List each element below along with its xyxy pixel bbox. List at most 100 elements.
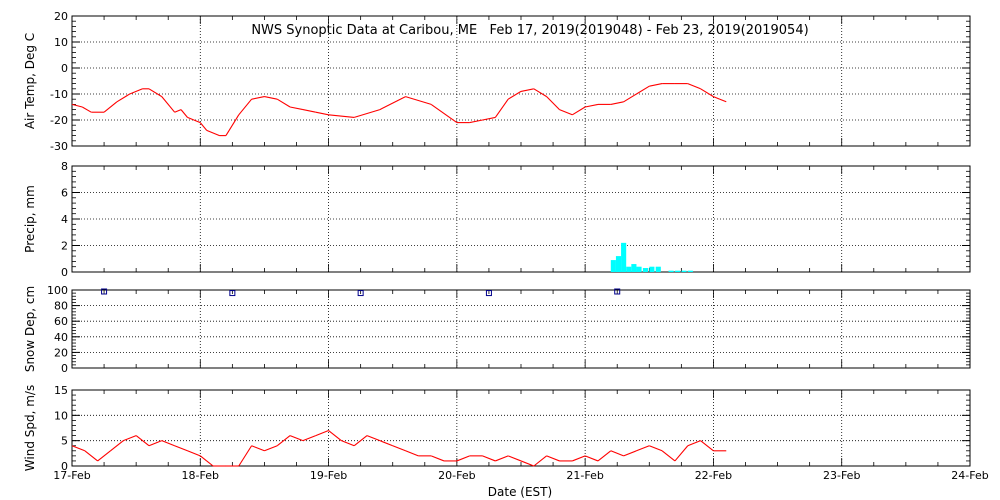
precip-ytick-label: 2 [61,240,68,253]
precip-bar [610,260,616,272]
air-temp-segment [546,96,560,110]
panel-air-temp: 20 10 0 -10 -20 -30 Air Temp, Deg C [23,10,971,153]
precip-bar [621,242,627,272]
air-temp-ytick-label: 20 [54,10,68,23]
wind-speed-ytick-label: 15 [54,384,68,397]
air-temp-segment [636,85,650,95]
precip-ytick-label: 4 [61,213,68,226]
air-temp-segment [174,109,182,113]
precip-bar [626,266,632,272]
air-temp-ytick-label: -30 [50,140,68,153]
precip-bar [636,266,642,272]
wind-speed-segment [392,445,406,452]
air-temp-segment [520,88,534,92]
precip-bar [631,264,637,272]
precip-bar [681,270,687,272]
x-tick-label: 20-Feb [438,469,475,482]
air-temp-segment [649,83,663,87]
air-temp-segment [103,101,118,113]
air-temp-segment [354,109,381,118]
wind-speed-segment [430,455,445,462]
wind-speed-segment [148,440,163,447]
air-temp-ytick-label: -20 [50,114,68,127]
wind-speed-segment [315,430,329,437]
snow-depth-ytick-label: 40 [54,331,68,344]
x-tick-label: 18-Feb [182,469,219,482]
air-temp-segment [129,88,143,95]
air-temp-segment [251,96,265,100]
precip-bar [642,268,649,272]
air-temp-segment [700,88,714,98]
air-temp-segment [193,119,201,124]
precip-bar [655,266,661,272]
wind-speed-segment [71,445,86,452]
wind-speed-segment [289,435,304,442]
snow-depth-frame [71,289,971,369]
air-temp-segment [328,114,355,118]
air-temp-segment [302,109,316,113]
wind-speed-segment [161,440,175,447]
wind-speed-segment [661,450,676,462]
air-temp-segment [180,109,188,118]
wind-speed-segment [700,440,714,452]
wind-speed-segment [379,440,393,447]
wind-speed-segment [206,460,214,467]
air-temp-segment [687,83,701,90]
wind-speed-segment [649,445,663,452]
wind-speed-segment [187,450,201,457]
wind-speed-segment [199,455,208,462]
chart-title: NWS Synoptic Data at Caribou, ME Feb 17,… [251,23,808,38]
wind-speed-segment [546,455,560,462]
wind-speed-ylabel: Wind Spd, m/s [23,385,37,471]
wind-speed-segment [495,455,509,462]
wind-speed-segment [405,450,419,457]
air-temp-segment [719,98,727,103]
snow-depth-ytick-label: 20 [54,346,68,359]
snow-depth-ytick-label: 80 [54,300,68,313]
air-temp-segment [585,103,599,108]
wind-speed-segment [456,455,470,462]
air-temp-segment [469,119,483,124]
precip-bar [615,256,622,272]
wind-speed-segment [507,455,522,462]
x-tick-label: 19-Feb [310,469,347,482]
panel-snow-depth: 100 80 60 40 20 0 Snow Dep, cm [23,284,971,375]
air-temp-segment [507,90,522,100]
precip-bar [687,270,693,272]
air-temp-segment [81,106,92,113]
precip-frame [71,165,971,273]
x-tick-label: 17-Feb [53,469,90,482]
wind-speed-segment [341,440,355,447]
wind-speed-segment [572,455,586,462]
x-axis-label: Date (EST) [488,485,552,499]
air-temp-segment [482,116,496,121]
wind-speed-segment [97,450,111,462]
x-tick-label: 21-Feb [566,469,603,482]
air-temp-segment [610,101,624,105]
air-temp-segment [559,109,573,116]
precip-bar [674,270,681,272]
wind-speed-segment [264,445,278,452]
panel-precip: 8 6 4 2 0 Precip, mm [23,160,971,279]
wind-speed-segment [610,450,624,457]
air-temp-segment [405,96,432,105]
air-temp-ylabel: Air Temp, Deg C [23,33,37,129]
precip-ylabel: Precip, mm [23,185,37,253]
wind-speed-segment [123,435,137,442]
precip-ytick-label: 8 [61,160,68,173]
wind-speed-segment [520,460,535,467]
air-temp-segment [379,96,406,111]
wind-speed-segment [251,445,265,452]
air-temp-segment [315,111,329,116]
x-tick-label: 23-Feb [823,469,860,482]
snow-depth-ytick-label: 0 [61,362,68,375]
wind-speed-ytick-label: 5 [61,435,68,448]
air-temp-ytick-label: -10 [50,88,68,101]
air-temp-segment [713,96,721,100]
air-temp-segment [116,93,131,103]
wind-speed-ytick-label: 0 [61,460,68,473]
air-temp-segment [71,103,83,108]
wind-speed-segment [366,435,381,442]
